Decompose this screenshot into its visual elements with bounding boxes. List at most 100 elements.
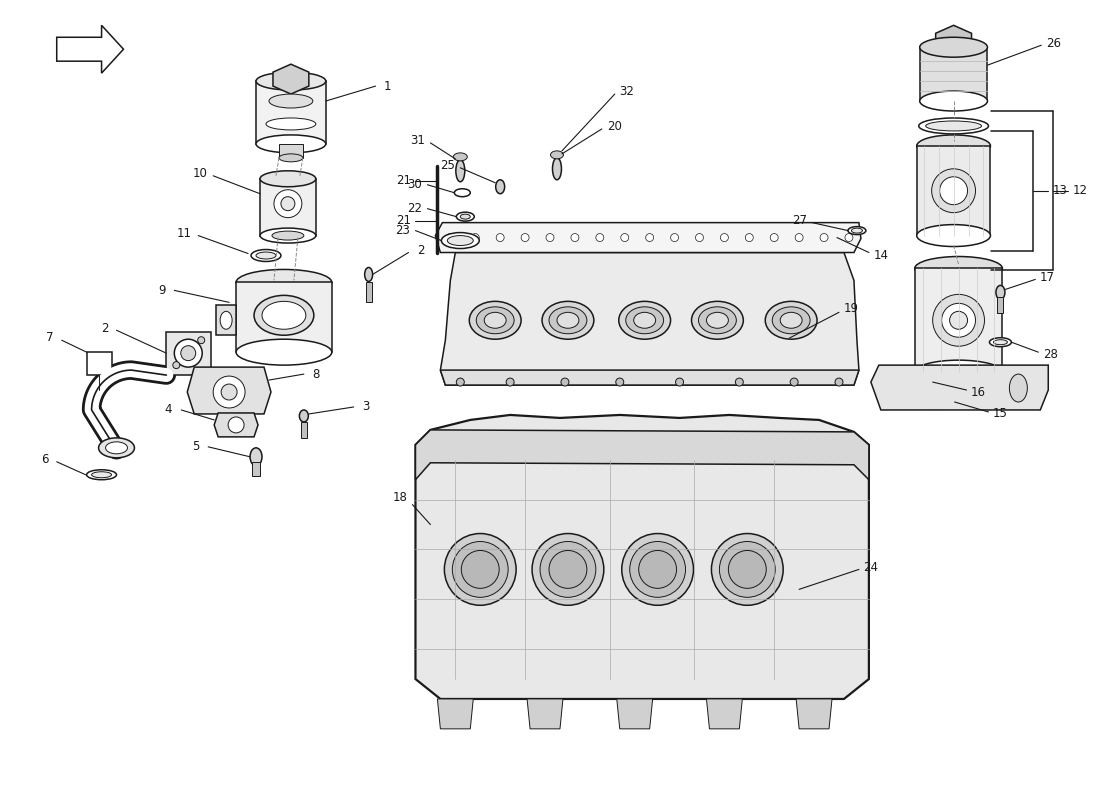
Text: 3: 3 xyxy=(362,401,370,414)
Text: 27: 27 xyxy=(792,214,806,227)
Ellipse shape xyxy=(918,118,989,134)
Text: 13: 13 xyxy=(1053,184,1068,198)
Ellipse shape xyxy=(260,170,316,186)
Polygon shape xyxy=(301,422,307,438)
Circle shape xyxy=(456,378,464,386)
Circle shape xyxy=(561,378,569,386)
Ellipse shape xyxy=(441,233,480,249)
Polygon shape xyxy=(252,462,260,476)
Ellipse shape xyxy=(766,302,817,339)
Polygon shape xyxy=(527,699,563,729)
Ellipse shape xyxy=(456,212,474,221)
Circle shape xyxy=(720,234,728,242)
Ellipse shape xyxy=(920,38,988,57)
Ellipse shape xyxy=(621,534,693,606)
Ellipse shape xyxy=(173,362,179,369)
Ellipse shape xyxy=(540,542,596,598)
Circle shape xyxy=(616,378,624,386)
Text: 9: 9 xyxy=(158,284,166,297)
Ellipse shape xyxy=(453,153,468,161)
Ellipse shape xyxy=(552,158,561,180)
Ellipse shape xyxy=(174,339,202,367)
Circle shape xyxy=(221,384,238,400)
Circle shape xyxy=(736,378,744,386)
Polygon shape xyxy=(279,144,302,158)
Ellipse shape xyxy=(460,214,471,219)
Ellipse shape xyxy=(91,472,111,478)
Text: 12: 12 xyxy=(1072,184,1088,198)
Ellipse shape xyxy=(549,550,587,588)
Circle shape xyxy=(546,234,554,242)
Ellipse shape xyxy=(549,307,587,334)
Text: 2: 2 xyxy=(101,322,108,334)
Ellipse shape xyxy=(728,550,767,588)
Ellipse shape xyxy=(949,311,968,330)
Ellipse shape xyxy=(262,302,306,330)
Ellipse shape xyxy=(939,177,968,205)
Ellipse shape xyxy=(719,542,775,598)
Polygon shape xyxy=(57,26,123,73)
Ellipse shape xyxy=(698,307,736,334)
Circle shape xyxy=(746,234,754,242)
Ellipse shape xyxy=(619,302,671,339)
Polygon shape xyxy=(365,282,372,302)
Polygon shape xyxy=(416,415,869,699)
Text: 7: 7 xyxy=(46,330,54,344)
Ellipse shape xyxy=(274,190,301,218)
Polygon shape xyxy=(440,253,859,385)
Ellipse shape xyxy=(476,307,514,334)
Circle shape xyxy=(571,234,579,242)
Text: 15: 15 xyxy=(993,407,1008,421)
Circle shape xyxy=(506,378,514,386)
Polygon shape xyxy=(438,699,473,729)
Text: 21: 21 xyxy=(396,174,411,187)
Ellipse shape xyxy=(634,312,656,328)
Ellipse shape xyxy=(448,235,473,246)
Ellipse shape xyxy=(916,225,990,246)
Circle shape xyxy=(521,234,529,242)
Text: 25: 25 xyxy=(440,159,454,172)
Text: 2: 2 xyxy=(417,244,425,257)
Ellipse shape xyxy=(455,160,465,182)
Text: 10: 10 xyxy=(192,167,208,180)
Ellipse shape xyxy=(542,302,594,339)
Text: 8: 8 xyxy=(312,367,319,381)
Polygon shape xyxy=(273,64,309,94)
Ellipse shape xyxy=(932,169,976,213)
Ellipse shape xyxy=(251,250,280,262)
Ellipse shape xyxy=(454,189,471,197)
Ellipse shape xyxy=(848,226,866,234)
Text: 28: 28 xyxy=(1043,348,1058,361)
Text: 16: 16 xyxy=(971,386,986,398)
Ellipse shape xyxy=(920,398,947,406)
Polygon shape xyxy=(915,269,1002,372)
Ellipse shape xyxy=(87,470,117,480)
Ellipse shape xyxy=(712,534,783,606)
Polygon shape xyxy=(998,298,1003,314)
Ellipse shape xyxy=(106,442,128,454)
Text: 19: 19 xyxy=(844,302,858,315)
Polygon shape xyxy=(796,699,832,729)
Ellipse shape xyxy=(279,154,302,162)
Ellipse shape xyxy=(626,307,663,334)
Circle shape xyxy=(821,234,828,242)
Ellipse shape xyxy=(250,448,262,466)
Text: 31: 31 xyxy=(410,134,425,147)
Text: 11: 11 xyxy=(177,227,191,240)
Circle shape xyxy=(620,234,629,242)
Ellipse shape xyxy=(933,294,984,346)
Ellipse shape xyxy=(236,339,332,365)
Circle shape xyxy=(790,378,799,386)
Ellipse shape xyxy=(905,383,933,393)
Ellipse shape xyxy=(532,534,604,606)
Ellipse shape xyxy=(260,228,316,243)
Text: 17: 17 xyxy=(1040,271,1055,284)
Circle shape xyxy=(675,378,683,386)
Ellipse shape xyxy=(484,312,506,328)
Ellipse shape xyxy=(266,118,316,130)
Ellipse shape xyxy=(180,346,196,361)
Text: 5: 5 xyxy=(192,440,200,454)
Ellipse shape xyxy=(364,267,373,282)
Text: 21: 21 xyxy=(396,214,411,227)
Circle shape xyxy=(447,234,454,242)
